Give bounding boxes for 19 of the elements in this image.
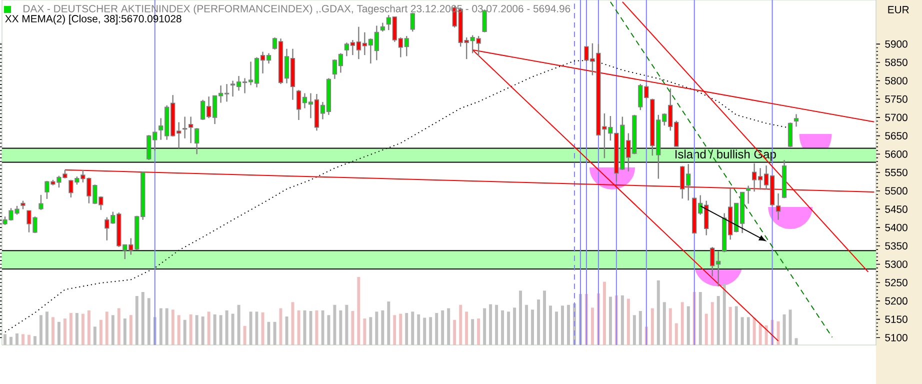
y-tick-label: 5800 <box>885 77 908 84</box>
y-tick-label: 5550 <box>885 168 908 176</box>
y-tick-label: 5150 <box>885 316 908 323</box>
y-tick-label: 5200 <box>885 297 908 305</box>
y-tick-label: 5250 <box>885 278 908 286</box>
y-tick-label: 5100 <box>885 334 908 342</box>
y-axis-title: EUR <box>888 6 909 14</box>
text: XX MEMA(2) [Close, 38]:5670.091028 <box>5 14 182 24</box>
y-tick-label: 5900 <box>885 40 908 48</box>
y-tick-label: 5300 <box>885 260 908 268</box>
y-tick-label: 5650 <box>885 132 908 140</box>
y-tick-label: 5450 <box>885 206 908 213</box>
y-tick-label: 5700 <box>885 114 908 122</box>
y-tick-label: 5850 <box>885 58 908 66</box>
y-tick-label: 5350 <box>885 242 908 250</box>
y-tick-label: 5600 <box>885 150 908 158</box>
y-tick-label: 5750 <box>885 95 908 103</box>
y-tick-label: 5400 <box>885 224 908 232</box>
y-tick-label: 5500 <box>885 187 908 195</box>
